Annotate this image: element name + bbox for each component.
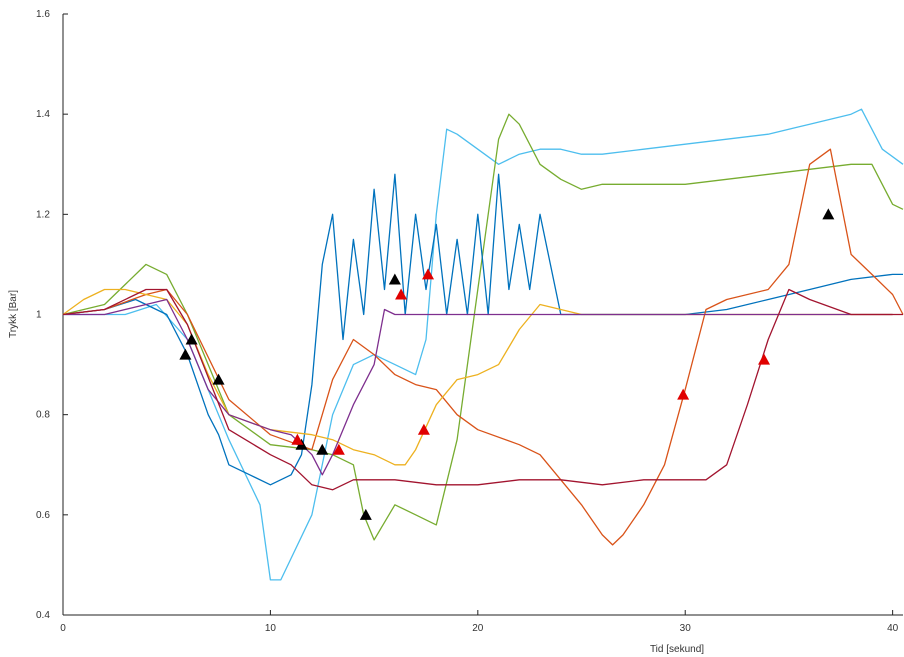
red-triangle-marker bbox=[332, 443, 345, 455]
black-triangle-marker bbox=[316, 443, 329, 455]
black-triangle-marker bbox=[822, 208, 835, 220]
y-tick-label: 0.8 bbox=[36, 410, 50, 421]
x-tick-label: 40 bbox=[887, 623, 899, 634]
series-line-7 bbox=[62, 288, 903, 491]
y-tick-label: 1.4 bbox=[36, 109, 50, 120]
series-line-6 bbox=[63, 298, 893, 476]
y-tick-label: 1.2 bbox=[36, 209, 50, 220]
y-tick-label: 1.6 bbox=[36, 9, 50, 20]
y-tick-label: 1 bbox=[36, 310, 42, 321]
black-triangle-marker bbox=[179, 348, 192, 360]
x-tick-label: 0 bbox=[60, 623, 66, 634]
series-line-4 bbox=[62, 148, 904, 546]
y-axis-title: Trykk [Bar] bbox=[8, 290, 19, 338]
x-ticks: 0 10 20 30 40 bbox=[60, 610, 899, 634]
black-triangle-marker bbox=[359, 508, 372, 520]
red-triangle-marker bbox=[417, 423, 430, 435]
y-tick-label: 0.4 bbox=[36, 610, 50, 621]
red-triangle-marker bbox=[677, 388, 690, 400]
black-triangle-marker bbox=[185, 333, 198, 345]
x-tick-label: 10 bbox=[265, 623, 277, 634]
markers bbox=[179, 208, 835, 520]
series-line-2 bbox=[62, 113, 904, 541]
red-triangle-marker bbox=[758, 353, 771, 365]
x-axis-title: Tid [sekund] bbox=[650, 644, 704, 655]
series-line-1 bbox=[63, 108, 904, 581]
red-triangle-marker bbox=[395, 288, 408, 300]
black-triangle-marker bbox=[212, 373, 225, 385]
black-triangle-marker bbox=[388, 273, 401, 285]
red-triangle-marker bbox=[291, 433, 304, 445]
series-lines bbox=[62, 108, 904, 581]
x-tick-label: 20 bbox=[472, 623, 484, 634]
red-triangle-marker bbox=[422, 268, 435, 280]
y-ticks: 0.4 0.6 0.8 1 1.2 1.4 1.6 bbox=[36, 9, 68, 621]
x-tick-label: 30 bbox=[680, 623, 692, 634]
y-tick-label: 0.6 bbox=[36, 510, 50, 521]
